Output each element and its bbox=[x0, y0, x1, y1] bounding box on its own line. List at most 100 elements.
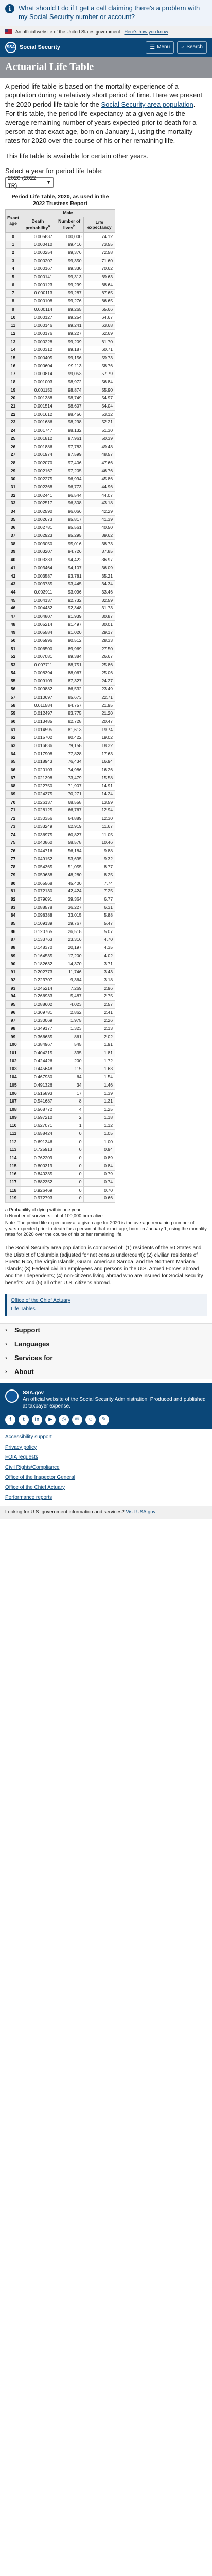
cell-exact-age: 89 bbox=[5, 952, 21, 960]
cell-death-probability: 0.001747 bbox=[21, 426, 55, 435]
life-tables-link[interactable]: Life Tables bbox=[11, 1306, 36, 1312]
table-row: 97 0.330069 1,975 2.26 bbox=[5, 1016, 115, 1025]
scam-alert-link[interactable]: What should I do if I get a call claimin… bbox=[19, 4, 200, 21]
table-row: 7 0.000113 99,287 67.65 bbox=[5, 289, 115, 298]
cell-number-of-lives: 36,227 bbox=[54, 903, 84, 912]
table-row: 13 0.000228 99,209 61.70 bbox=[5, 337, 115, 346]
cell-number-of-lives: 1,975 bbox=[54, 1016, 84, 1025]
table-row: 56 0.009882 86,532 23.49 bbox=[5, 685, 115, 694]
cell-life-expectancy: 16.94 bbox=[83, 757, 115, 767]
cell-life-expectancy: 22.71 bbox=[83, 693, 115, 702]
table-row: 64 0.017908 77,828 17.63 bbox=[5, 750, 115, 758]
table-row: 50 0.005996 90,512 28.33 bbox=[5, 636, 115, 646]
search-icon: ⌕ bbox=[181, 44, 185, 50]
accordion-about[interactable]: › About bbox=[0, 1365, 212, 1380]
social-icon[interactable]: t bbox=[19, 1415, 29, 1426]
footer-link[interactable]: FOIA requests bbox=[5, 1454, 38, 1461]
table-row: 23 0.001686 98,298 52.21 bbox=[5, 418, 115, 427]
social-icon[interactable]: ☺ bbox=[85, 1415, 96, 1426]
cell-life-expectancy: 71.60 bbox=[83, 257, 115, 265]
menu-button[interactable]: ☰ Menu bbox=[146, 41, 174, 54]
cell-number-of-lives: 33,015 bbox=[54, 911, 84, 920]
accordion-services-for[interactable]: › Services for bbox=[0, 1351, 212, 1366]
cell-life-expectancy: 16.26 bbox=[83, 766, 115, 775]
accordion-languages[interactable]: › Languages bbox=[0, 1337, 212, 1352]
cell-number-of-lives: 99,227 bbox=[54, 329, 84, 338]
social-icon[interactable]: ◎ bbox=[59, 1415, 69, 1426]
footer-link[interactable]: Accessibility support bbox=[5, 1434, 52, 1440]
cell-number-of-lives: 99,265 bbox=[54, 305, 84, 314]
cell-death-probability: 0.000167 bbox=[21, 264, 55, 274]
cell-number-of-lives: 8 bbox=[54, 1097, 84, 1106]
social-icon[interactable]: in bbox=[32, 1415, 42, 1426]
cell-death-probability: 0.001003 bbox=[21, 378, 55, 387]
site-logo[interactable]: SSA Social Security bbox=[5, 41, 60, 53]
table-row: 69 0.024375 70,271 14.24 bbox=[5, 790, 115, 799]
cell-death-probability: 0.762209 bbox=[21, 1154, 55, 1163]
cell-life-expectancy: 0.70 bbox=[83, 1186, 115, 1195]
footer-link[interactable]: Civil Rights/Compliance bbox=[5, 1464, 60, 1470]
cell-number-of-lives: 91,020 bbox=[54, 628, 84, 637]
footer-link[interactable]: Office of the Inspector General bbox=[5, 1475, 76, 1481]
footnote-marker-a: a bbox=[48, 224, 50, 229]
cell-exact-age: 3 bbox=[5, 257, 21, 265]
cell-life-expectancy: 46.76 bbox=[83, 467, 115, 476]
cell-death-probability: 0.445648 bbox=[21, 1064, 55, 1074]
footer-link[interactable]: Privacy policy bbox=[5, 1444, 37, 1450]
usa-gov-link[interactable]: Visit USA.gov bbox=[126, 1509, 156, 1515]
cell-number-of-lives: 99,241 bbox=[54, 321, 84, 330]
cell-exact-age: 76 bbox=[5, 846, 21, 856]
cell-number-of-lives: 0 bbox=[54, 1145, 84, 1155]
social-icon[interactable]: ▶ bbox=[45, 1415, 56, 1426]
social-icon[interactable]: ✉ bbox=[72, 1415, 82, 1426]
cell-death-probability: 0.691346 bbox=[21, 1138, 55, 1146]
cell-life-expectancy: 1.72 bbox=[83, 1057, 115, 1065]
cell-exact-age: 109 bbox=[5, 1113, 21, 1122]
search-button[interactable]: ⌕ Search bbox=[177, 41, 207, 54]
cell-exact-age: 97 bbox=[5, 1016, 21, 1025]
cell-life-expectancy: 57.79 bbox=[83, 369, 115, 379]
cell-life-expectancy: 51.30 bbox=[83, 426, 115, 435]
footer-link[interactable]: Office of the Chief Actuary bbox=[5, 1484, 65, 1490]
table-row: 99 0.366635 861 2.02 bbox=[5, 1032, 115, 1041]
cell-life-expectancy: 0.84 bbox=[83, 1162, 115, 1171]
table-row: 3 0.000207 99,350 71.60 bbox=[5, 257, 115, 265]
cell-exact-age: 69 bbox=[5, 790, 21, 799]
cell-life-expectancy: 29.17 bbox=[83, 628, 115, 637]
how-you-know-link[interactable]: Here's how you know bbox=[124, 29, 168, 35]
header-actions: ☰ Menu ⌕ Search bbox=[146, 41, 207, 54]
cell-number-of-lives: 53,695 bbox=[54, 855, 84, 863]
social-icon[interactable]: ✎ bbox=[99, 1415, 109, 1426]
table-row: 96 0.309781 2,862 2.41 bbox=[5, 1008, 115, 1017]
cell-number-of-lives: 99,209 bbox=[54, 337, 84, 346]
chief-actuary-link[interactable]: Office of the Chief Actuary bbox=[11, 1298, 70, 1304]
table-row: 25 0.001812 97,961 50.39 bbox=[5, 434, 115, 443]
table-row: 107 0.541687 8 1.31 bbox=[5, 1097, 115, 1106]
cell-number-of-lives: 98,874 bbox=[54, 386, 84, 395]
cell-death-probability: 0.008394 bbox=[21, 669, 55, 677]
cell-number-of-lives: 0 bbox=[54, 1186, 84, 1195]
year-select[interactable]: 2020 (2022 TR) ▼ bbox=[5, 175, 54, 189]
cell-number-of-lives: 34 bbox=[54, 1081, 84, 1090]
cell-number-of-lives: 96,544 bbox=[54, 491, 84, 500]
cell-life-expectancy: 27.50 bbox=[83, 645, 115, 653]
table-row: 11 0.000146 99,241 63.68 bbox=[5, 321, 115, 330]
accordion-support[interactable]: › Support bbox=[0, 1324, 212, 1338]
cell-life-expectancy: 19.74 bbox=[83, 725, 115, 734]
cell-life-expectancy: 2.13 bbox=[83, 1024, 115, 1033]
accordion-label: About bbox=[14, 1368, 34, 1376]
cell-exact-age: 28 bbox=[5, 459, 21, 468]
cell-life-expectancy: 64.67 bbox=[83, 313, 115, 322]
area-population-link[interactable]: Social Security area population bbox=[101, 100, 193, 109]
table-row: 62 0.015702 80,422 19.02 bbox=[5, 733, 115, 742]
cell-death-probability: 0.033249 bbox=[21, 822, 55, 831]
footer-link[interactable]: Performance reports bbox=[5, 1495, 52, 1501]
cell-life-expectancy: 37.85 bbox=[83, 547, 115, 556]
cell-number-of-lives: 92,348 bbox=[54, 604, 84, 613]
social-icon[interactable]: f bbox=[5, 1415, 15, 1426]
cell-life-expectancy: 59.73 bbox=[83, 353, 115, 363]
cell-number-of-lives: 26,518 bbox=[54, 927, 84, 936]
cell-life-expectancy: 0.66 bbox=[83, 1194, 115, 1203]
cell-death-probability: 0.000814 bbox=[21, 369, 55, 379]
cell-exact-age: 21 bbox=[5, 402, 21, 411]
